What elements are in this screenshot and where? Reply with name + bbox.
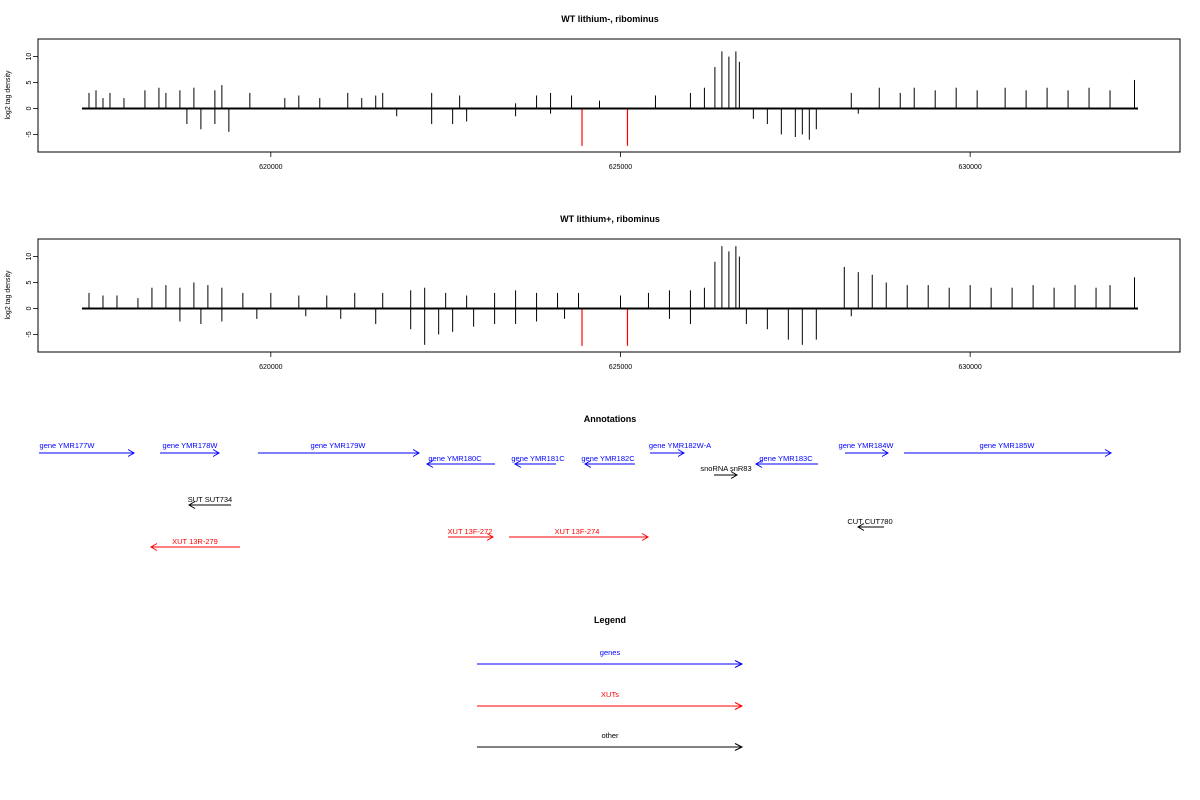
track-panel-lithium-plus: WT lithium+, ribominus log2 tag density …	[5, 214, 1181, 371]
feature-label: snoRNA snR83	[700, 464, 751, 473]
y-tick-label: 5	[26, 80, 33, 84]
feature-label: XUT 13R-279	[172, 537, 218, 546]
x-tick-label: 620000	[259, 364, 282, 371]
feature-arrow: gene YMR183C	[755, 454, 818, 468]
arrowhead	[127, 449, 135, 457]
legend-item: genes	[477, 648, 744, 668]
feature-label: gene YMR182W-A	[649, 441, 711, 450]
plot-frame	[37, 38, 1181, 153]
arrowhead	[584, 460, 592, 468]
feature-label: gene YMR179W	[311, 441, 367, 450]
y-axis: 10 5 0 -5	[26, 53, 38, 138]
feature-arrow: gene YMR182W-A	[649, 441, 711, 457]
arrowhead	[881, 449, 889, 457]
feature-arrow: gene YMR182C	[581, 454, 635, 468]
feature-arrow: gene YMR185W	[904, 441, 1112, 457]
legend-item: XUTs	[477, 690, 744, 710]
y-tick-label: 0	[26, 106, 33, 110]
x-axis: 620000 625000 630000	[259, 152, 982, 171]
y-axis: 10 5 0 -5	[26, 253, 38, 338]
arrowhead	[150, 543, 158, 551]
feature-arrow: XUT 13F-272	[448, 527, 494, 541]
legend-item: other	[477, 731, 744, 751]
panel-title: WT lithium+, ribominus	[560, 214, 660, 224]
y-tick-label: 10	[26, 53, 33, 61]
feature-label: gene YMR181C	[511, 454, 565, 463]
legend-label: genes	[600, 648, 621, 657]
x-tick-label: 630000	[958, 364, 981, 371]
legend-label: other	[601, 731, 619, 740]
y-tick-label: 10	[26, 253, 33, 261]
arrowhead	[641, 533, 649, 541]
feature-label: gene YMR177W	[40, 441, 96, 450]
feature-arrow: XUT 13R-279	[150, 537, 240, 551]
arrowhead	[486, 533, 494, 541]
plot-frame	[37, 238, 1181, 353]
feature-label: SUT SUT734	[188, 495, 232, 504]
feature-label: XUT 13F-274	[555, 527, 600, 536]
arrowhead	[730, 471, 738, 479]
panel-title: WT lithium-, ribominus	[561, 14, 659, 24]
y-tick-label: 5	[26, 280, 33, 284]
y-axis-label: log2 tag density	[5, 70, 12, 120]
data-bars	[82, 246, 1138, 346]
y-axis-label: log2 tag density	[5, 270, 12, 320]
legend: genes XUTs other	[477, 648, 744, 751]
feature-label: gene YMR178W	[163, 441, 219, 450]
arrowhead	[1104, 449, 1112, 457]
feature-arrow: gene YMR181C	[511, 454, 565, 468]
track-panel-lithium-minus: WT lithium-, ribominus log2 tag density …	[5, 14, 1181, 171]
feature-arrow: XUT 13F-274	[509, 527, 649, 541]
feature-label: CUT CUT780	[847, 517, 892, 526]
feature-label: gene YMR182C	[581, 454, 635, 463]
x-axis: 620000 625000 630000	[259, 352, 982, 371]
feature-arrow: CUT CUT780	[847, 517, 893, 531]
y-tick-label: 0	[26, 306, 33, 310]
legend-title: Legend	[594, 615, 626, 625]
feature-arrow: gene YMR184W	[839, 441, 895, 457]
y-tick-label: -5	[26, 331, 33, 337]
arrowhead	[677, 449, 685, 457]
data-bars	[82, 51, 1138, 146]
annotations-title: Annotations	[584, 414, 637, 424]
legend-arrowhead	[734, 702, 744, 710]
arrowhead	[514, 460, 522, 468]
annotation-track: gene YMR177W gene YMR178W gene YMR179W gene…	[39, 441, 1112, 551]
feature-arrow: snoRNA snR83	[700, 464, 752, 479]
legend-label: XUTs	[601, 690, 619, 699]
feature-arrow: gene YMR178W	[160, 441, 220, 457]
x-tick-label: 625000	[609, 164, 632, 171]
legend-arrowhead	[734, 660, 744, 668]
feature-label: gene YMR180C	[428, 454, 482, 463]
arrowhead	[412, 449, 420, 457]
feature-arrow: SUT SUT734	[188, 495, 232, 509]
arrowhead	[212, 449, 220, 457]
feature-arrow: gene YMR179W	[258, 441, 420, 457]
arrowhead	[857, 523, 865, 531]
x-tick-label: 620000	[259, 164, 282, 171]
feature-arrow: gene YMR180C	[426, 454, 495, 468]
arrowhead	[188, 501, 196, 509]
feature-label: gene YMR183C	[759, 454, 813, 463]
y-tick-label: -5	[26, 131, 33, 137]
feature-arrow: gene YMR177W	[39, 441, 135, 457]
legend-arrowhead	[734, 743, 744, 751]
x-tick-label: 625000	[609, 364, 632, 371]
feature-label: gene YMR184W	[839, 441, 895, 450]
x-tick-label: 630000	[958, 164, 981, 171]
arrowhead	[755, 460, 763, 468]
feature-label: XUT 13F-272	[448, 527, 493, 536]
arrowhead	[426, 460, 434, 468]
feature-label: gene YMR185W	[980, 441, 1036, 450]
